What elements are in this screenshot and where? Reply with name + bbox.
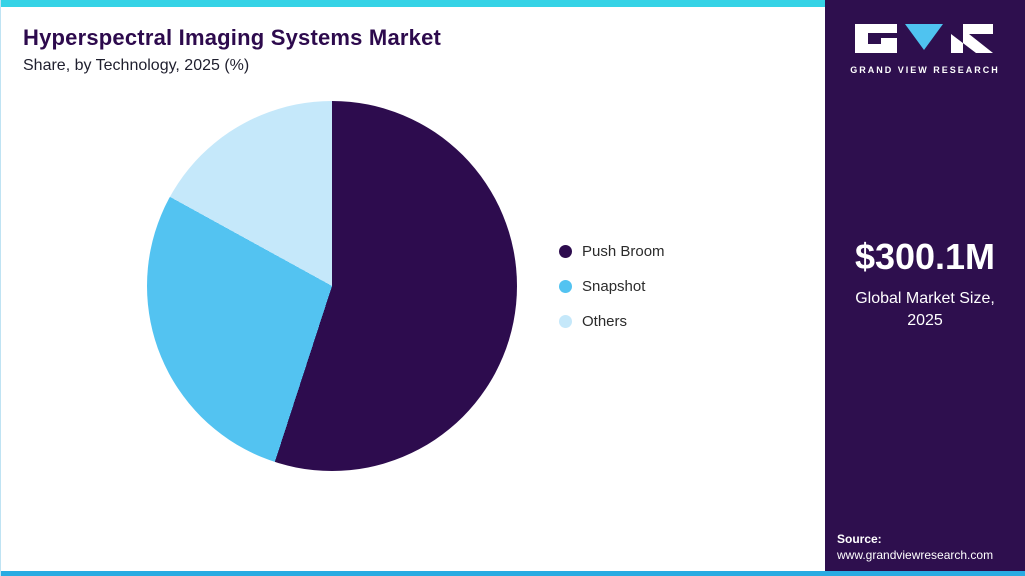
chart-row: Push Broom Snapshot Others [23,101,825,471]
page-subtitle: Share, by Technology, 2025 (%) [23,57,250,74]
legend-label: Others [582,312,628,330]
brand-logo-text: GRAND VIEW RESEARCH [850,65,1000,75]
pie-chart [147,101,517,471]
source-label: Source: [837,532,882,546]
market-size-block: $300.1M Global Market Size, 2025 [825,236,1025,331]
logo-triangle [905,24,943,50]
chart-area: Hyperspectral Imaging Systems Market Sha… [1,7,825,571]
legend-swatch-icon [559,314,572,328]
source-url-link[interactable]: www.grandviewresearch.com [837,548,994,562]
market-size-label-line1: Global Market Size, [855,290,995,307]
market-size-label-line2: 2025 [907,311,943,329]
legend-label: Push Broom [582,242,665,260]
grand-view-research-logo-icon [855,24,993,53]
source-block: Source: www.grandviewresearch.com [837,532,993,562]
top-accent-strip [1,0,825,7]
legend-swatch-icon [559,244,572,258]
sidebar-panel: GRAND VIEW RESEARCH $300.1M Global Marke… [825,0,1025,576]
legend-item-snapshot: Snapshot [559,278,665,295]
market-size-value: $300.1M [854,236,996,277]
legend: Push Broom Snapshot Others [559,243,665,330]
legend-item-others: Others [559,313,665,330]
brand-logo: GRAND VIEW RESEARCH [825,24,1025,75]
page-title: Hyperspectral Imaging Systems Market [23,25,442,50]
legend-item-push-broom: Push Broom [559,243,665,260]
legend-swatch-icon [559,279,572,293]
market-size-label: Global Market Size, 2025 [825,288,1025,331]
bottom-accent-strip [1,571,1025,576]
legend-label: Snapshot [582,277,646,295]
